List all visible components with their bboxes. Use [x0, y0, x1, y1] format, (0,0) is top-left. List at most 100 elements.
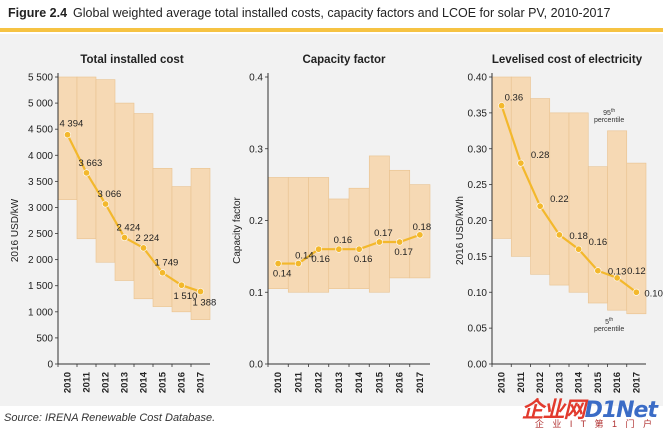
- x-tick-label: 2016: [612, 372, 623, 393]
- watermark-sub: 企 业 I T 第 1 门 户: [534, 419, 655, 429]
- y-tick-label: 1 000: [28, 307, 53, 318]
- data-label: 3 663: [79, 158, 103, 169]
- data-point: [315, 245, 323, 253]
- data-point: [64, 131, 72, 139]
- annotation-number: 95: [603, 110, 611, 117]
- y-axis-label: 2016 USD/kW: [10, 198, 21, 262]
- data-point: [274, 260, 282, 268]
- data-point: [335, 245, 343, 253]
- data-point: [140, 244, 148, 252]
- x-tick-label: 2013: [334, 372, 345, 393]
- y-tick-label: 0.1: [249, 288, 263, 299]
- watermark-main: 企业网: [521, 398, 586, 423]
- band-bar: [95, 79, 116, 263]
- data-label: 0.36: [505, 93, 524, 104]
- y-tick-label: 2 500: [28, 229, 53, 240]
- figure-title: Figure 2.4 Global weighted average total …: [8, 6, 610, 20]
- percentile-bands: [57, 76, 211, 320]
- annotation-text: percentile: [594, 117, 624, 124]
- data-label: 0.16: [589, 237, 608, 248]
- x-tick-label: 2012: [101, 372, 112, 393]
- x-tick-label: 2013: [554, 372, 565, 393]
- data-point: [594, 267, 602, 275]
- data-point: [613, 274, 621, 282]
- chart-title: Capacity factor: [302, 54, 386, 66]
- y-tick-label: 4 000: [28, 151, 53, 162]
- x-tick-label: 2012: [535, 372, 546, 393]
- data-point: [517, 159, 525, 167]
- data-point: [159, 269, 167, 277]
- data-point: [83, 169, 91, 177]
- data-label: 1 510: [174, 291, 198, 302]
- data-label: 0.14: [273, 269, 292, 280]
- y-tick-label: 0.00: [468, 360, 488, 371]
- y-tick-label: 5 000: [28, 99, 53, 110]
- data-label: 0.22: [550, 194, 569, 205]
- y-tick-label: 0.35: [468, 108, 488, 119]
- x-tick-label: 2014: [354, 371, 365, 393]
- x-tick-label: 2017: [196, 372, 207, 393]
- x-tick-label: 2012: [314, 372, 325, 393]
- chart-1: Total installed cost 0 500 1 000 1 500 2 000 2…: [10, 54, 216, 393]
- percentile-annotation: 5th percentile: [594, 317, 624, 333]
- band-bar: [133, 113, 154, 300]
- figure-title-text: Global weighted average total installed …: [73, 6, 611, 20]
- data-point: [536, 202, 544, 210]
- percentile-annotation: 95th percentile: [594, 108, 624, 124]
- watermark-brand: D1Net: [584, 398, 658, 423]
- y-tick-label: 0.30: [468, 144, 488, 155]
- y-tick-label: 0.15: [468, 252, 488, 263]
- data-label: 0.16: [334, 235, 353, 246]
- band-bar: [530, 98, 551, 275]
- data-label: 1 749: [155, 258, 179, 269]
- y-tick-label: 0.0: [249, 360, 263, 371]
- x-tick-label: 2011: [82, 371, 93, 392]
- y-tick-label: 0.4: [249, 73, 263, 84]
- data-label: 0.28: [531, 150, 550, 161]
- y-axis-label: Capacity factor: [232, 196, 243, 263]
- band-bar: [190, 168, 211, 320]
- x-tick-label: 2017: [415, 372, 426, 393]
- data-point: [632, 288, 640, 296]
- chart-title: Total installed cost: [80, 54, 183, 66]
- title-accent-rule: [0, 28, 663, 32]
- y-tick-label: 5 500: [28, 73, 53, 84]
- annotation-superscript: th: [609, 317, 613, 323]
- data-label: 0.10: [644, 288, 663, 299]
- data-point: [294, 260, 302, 268]
- band-bar: [587, 166, 608, 304]
- y-tick-label: 500: [36, 333, 53, 344]
- source-note: Source: IRENA Renewable Cost Database.: [4, 412, 216, 424]
- band-bar: [409, 184, 431, 279]
- x-tick-label: 2013: [120, 372, 131, 393]
- data-point: [197, 288, 205, 296]
- y-tick-label: 0.40: [468, 73, 488, 84]
- y-tick-label: 0.05: [468, 324, 488, 335]
- data-point: [555, 231, 563, 239]
- data-point: [355, 245, 363, 253]
- band-bar: [568, 112, 589, 293]
- series-line: [66, 134, 201, 293]
- y-tick-label: 3 500: [28, 177, 53, 188]
- x-tick-label: 2010: [63, 372, 74, 393]
- x-tick-label: 2011: [293, 371, 304, 392]
- x-tick-label: 2014: [139, 371, 150, 393]
- data-label: 0.12: [627, 266, 646, 277]
- data-label: 0.17: [374, 228, 393, 239]
- chart-3: Levelised cost of electricity 0.00 0.05 0.1…: [455, 54, 663, 393]
- x-tick-label: 2015: [374, 371, 385, 393]
- x-tick-label: 2010: [497, 372, 508, 393]
- x-tick-label: 2011: [516, 371, 527, 392]
- data-point: [375, 238, 383, 246]
- y-tick-label: 0.25: [468, 180, 488, 191]
- data-label: 1 388: [193, 298, 217, 309]
- y-tick-label: 0.2: [249, 216, 263, 227]
- data-point: [396, 238, 404, 246]
- data-label: 0.14: [295, 251, 314, 262]
- y-axis-label: 2016 USD/kWh: [455, 196, 466, 265]
- y-tick-label: 0.3: [249, 144, 263, 155]
- band-bar: [368, 155, 390, 293]
- data-point: [416, 231, 424, 239]
- data-point: [102, 200, 110, 208]
